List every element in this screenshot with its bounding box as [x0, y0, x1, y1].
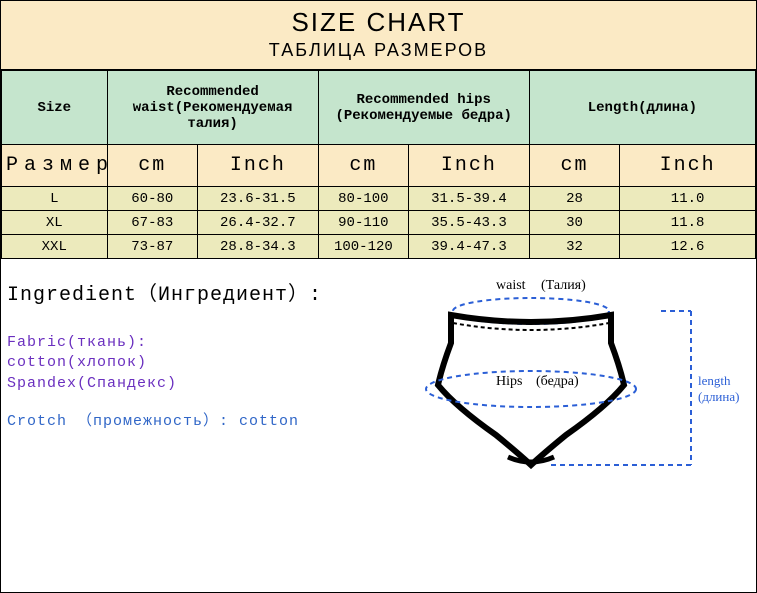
hdr-waist: Recommended waist(Рекомендуемая талия)	[107, 71, 318, 145]
cell-len-cm: 28	[529, 187, 619, 211]
cell-len-in: 11.8	[620, 211, 756, 235]
hdr-inch-1: Inch	[198, 145, 319, 187]
waist-ru-label: (Талия)	[541, 278, 586, 293]
info-section: Ingredient（Ингредиент）: Fabric(ткань): c…	[1, 259, 756, 499]
hdr-inch-2: Inch	[409, 145, 530, 187]
cell-waist-cm: 67-83	[107, 211, 197, 235]
hdr-cm-3: cm	[529, 145, 619, 187]
cell-waist-in: 26.4-32.7	[198, 211, 319, 235]
cell-len-cm: 32	[529, 235, 619, 259]
hdr-hips: Recommended hips (Рекомендуемые бедра)	[318, 71, 529, 145]
hdr-razmer: Размер	[2, 145, 108, 187]
cell-len-cm: 30	[529, 211, 619, 235]
header-row-1: Size Recommended waist(Рекомендуемая тал…	[2, 71, 756, 145]
hdr-inch-3: Inch	[620, 145, 756, 187]
title-main: SIZE CHART	[1, 7, 756, 38]
cell-len-in: 11.0	[620, 187, 756, 211]
cell-waist-in: 28.8-34.3	[198, 235, 319, 259]
table-row: XXL 73-87 28.8-34.3 100-120 39.4-47.3 32…	[2, 235, 756, 259]
crotch-block: Crotch （промежность）: cotton	[7, 412, 307, 432]
cell-waist-in: 23.6-31.5	[198, 187, 319, 211]
cell-hips-in: 35.5-43.3	[409, 211, 530, 235]
hips-ru-label: (бедра)	[536, 374, 579, 389]
cell-size: XXL	[2, 235, 108, 259]
garment-outline-icon	[438, 315, 624, 465]
cell-hips-in: 39.4-47.3	[409, 235, 530, 259]
hdr-cm-1: cm	[107, 145, 197, 187]
cell-size: XL	[2, 211, 108, 235]
cell-waist-cm: 73-87	[107, 235, 197, 259]
cell-hips-cm: 100-120	[318, 235, 408, 259]
length-label: length	[698, 373, 731, 388]
table-row: L 60-80 23.6-31.5 80-100 31.5-39.4 28 11…	[2, 187, 756, 211]
header-row-2: Размер cm Inch cm Inch cm Inch	[2, 145, 756, 187]
hdr-size: Size	[2, 71, 108, 145]
hips-label: Hips	[496, 374, 522, 389]
size-table: Size Recommended waist(Рекомендуемая тал…	[1, 70, 756, 259]
garment-diagram: waist (Талия) Hips (бедра)	[396, 267, 746, 487]
waist-label: waist	[496, 278, 526, 293]
cell-size: L	[2, 187, 108, 211]
hdr-cm-2: cm	[318, 145, 408, 187]
title-row: SIZE CHART ТАБЛИЦА РАЗМЕРОВ	[1, 1, 756, 70]
length-ru-label: (длина)	[698, 389, 739, 404]
crotch-icon	[508, 457, 554, 462]
hdr-length: Length(длина)	[529, 71, 755, 145]
cell-hips-cm: 90-110	[318, 211, 408, 235]
cell-len-in: 12.6	[620, 235, 756, 259]
cell-waist-cm: 60-80	[107, 187, 197, 211]
table-row: XL 67-83 26.4-32.7 90-110 35.5-43.3 30 1…	[2, 211, 756, 235]
cell-hips-in: 31.5-39.4	[409, 187, 530, 211]
size-chart: SIZE CHART ТАБЛИЦА РАЗМЕРОВ Size Recomme…	[1, 1, 756, 499]
title-sub: ТАБЛИЦА РАЗМЕРОВ	[1, 40, 756, 61]
cell-hips-cm: 80-100	[318, 187, 408, 211]
